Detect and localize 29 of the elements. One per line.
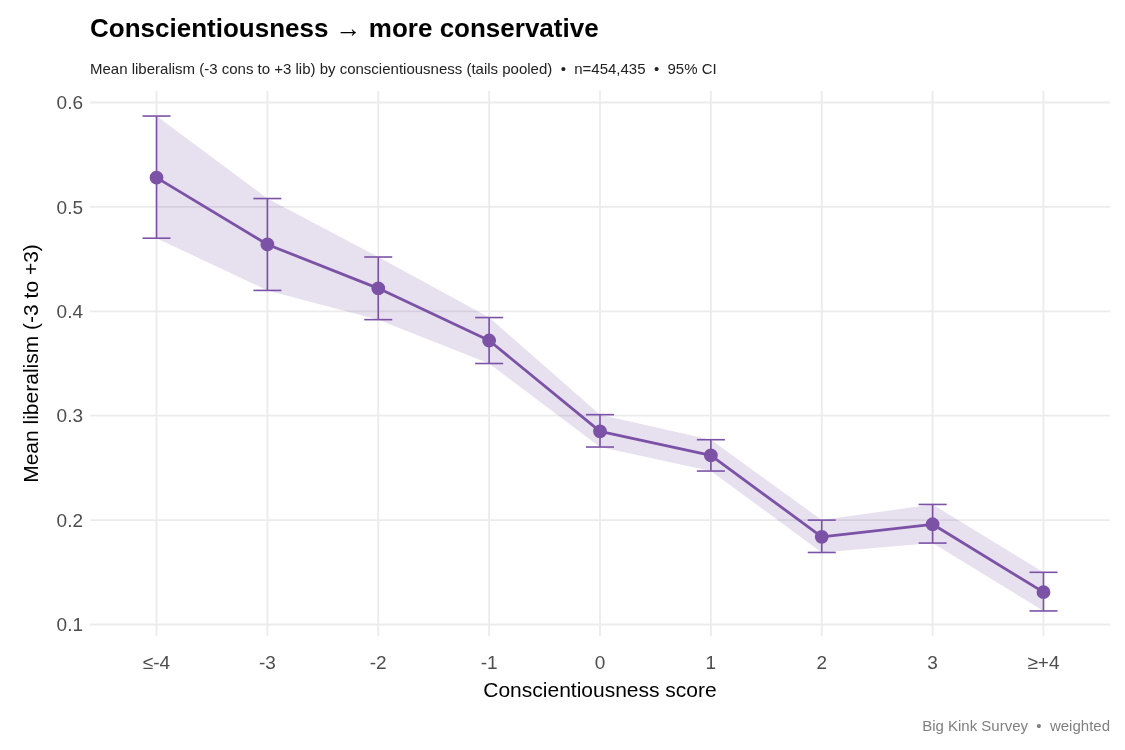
y-axis-title: Mean liberalism (-3 to +3) (19, 244, 42, 483)
y-tick-label: 0.2 (56, 509, 83, 531)
point (925, 517, 940, 532)
text: Big Kink Survey • weighted (922, 717, 1110, 734)
x-tick-label: -1 (480, 652, 498, 673)
x-tick-label: 0 (594, 652, 606, 673)
point (482, 333, 497, 348)
chart-subtitle: Mean liberalism (-3 cons to +3 lib) by conscientiousness (tails pooled) • n=454,435 • 95% CI (90, 60, 717, 77)
point (371, 281, 386, 296)
x-tick-label: 1 (705, 652, 717, 673)
y-tick-label: 0.6 (56, 92, 83, 114)
point (260, 237, 275, 252)
y-tick-label: 0.3 (56, 405, 83, 427)
y-tick-label: 0.4 (56, 300, 84, 322)
point (814, 529, 829, 544)
point (1036, 585, 1051, 600)
y-tick-label: 0.1 (56, 614, 83, 636)
x-tick-label: ≤-4 (142, 652, 171, 673)
x-tick-label: 3 (927, 652, 938, 673)
point (703, 448, 718, 463)
y-tick-label: 0.5 (56, 196, 83, 218)
x-axis-title: Conscientiousness score (483, 678, 717, 701)
point (593, 424, 607, 439)
point (149, 170, 164, 185)
x-tick-label: ≥+4 (1027, 652, 1060, 673)
x-tick-label: -3 (258, 652, 276, 673)
chart-title: Conscientiousness → more conservative (90, 13, 599, 43)
x-tick-label: -2 (369, 652, 387, 673)
x-tick-label: 2 (816, 652, 828, 673)
